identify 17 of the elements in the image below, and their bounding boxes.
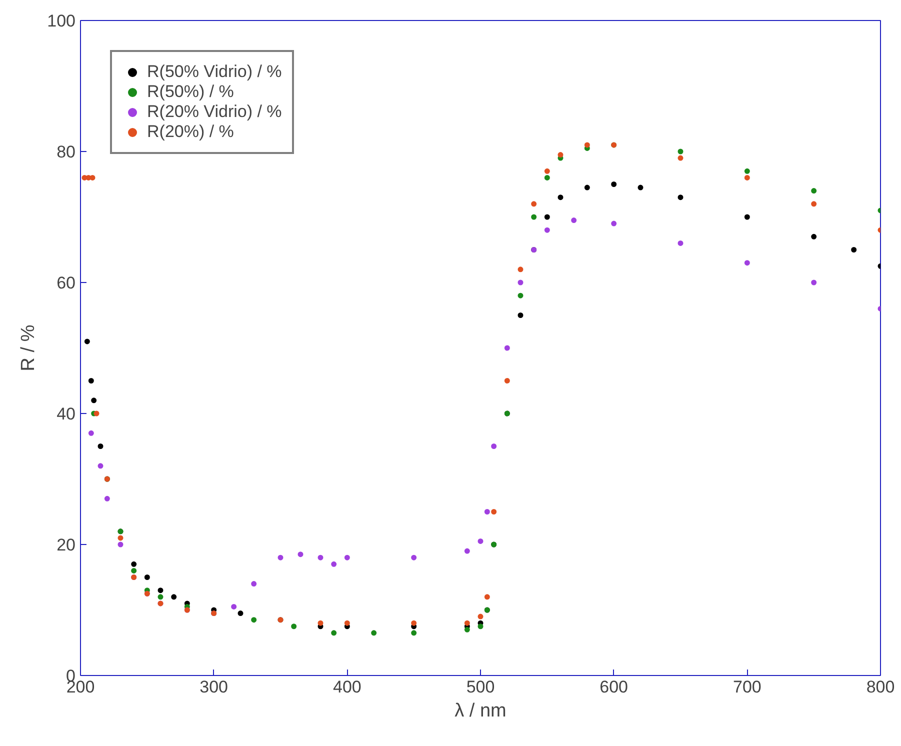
legend-label: R(50%) / %: [147, 82, 234, 102]
x-tick-label: 400: [332, 678, 362, 696]
x-axis-title: λ / nm: [454, 700, 506, 722]
x-tick-label: 700: [732, 678, 762, 696]
x-tick-label: 600: [600, 678, 628, 696]
y-tick-label: 20: [56, 536, 76, 554]
x-tick-label: 300: [200, 678, 228, 696]
y-tick-label: 40: [56, 404, 76, 424]
y-tick-label: 60: [56, 274, 76, 292]
legend-label: R(20%) / %: [147, 122, 234, 142]
legend-label: R(20% Vidrio) / %: [147, 102, 282, 122]
legend-label: R(50% Vidrio) / %: [147, 62, 282, 82]
y-tick-label: 80: [56, 142, 76, 162]
y-axis-title: R / %: [18, 324, 40, 372]
y-tick-label: 100: [47, 12, 76, 30]
x-tick-label: 800: [866, 678, 895, 696]
x-tick-label: 500: [466, 678, 495, 696]
